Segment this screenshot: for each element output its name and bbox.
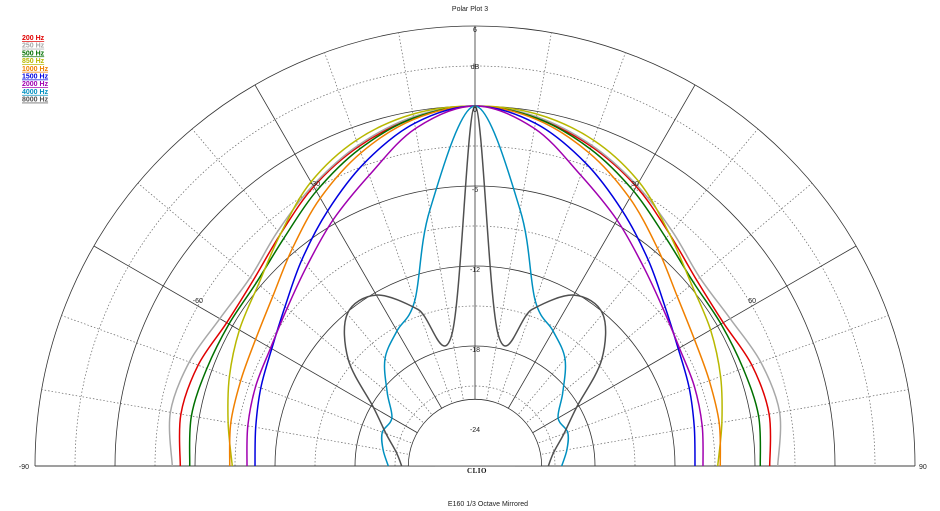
grid-spoke-minor	[61, 315, 438, 453]
response-curves	[168, 105, 782, 467]
legend-entry: 1000 Hz	[22, 66, 49, 73]
grid-spoke-minor	[324, 52, 462, 429]
angle-tick-label: -60	[193, 298, 203, 305]
legend-entry: 8000 Hz	[22, 97, 49, 104]
angle-tick-label: 60	[748, 298, 756, 305]
series-curve	[343, 105, 607, 467]
grid-spoke-minor	[137, 182, 445, 441]
grid-spoke-minor	[41, 389, 436, 460]
radial-tick-label: -12	[470, 267, 480, 274]
clio-logo-text: CLIO	[467, 467, 487, 475]
legend-entry: 2000 Hz	[22, 81, 49, 88]
grid-ring-minor	[394, 385, 556, 467]
grid-spoke-major	[254, 84, 456, 432]
chart-subtitle: E160 1/3 Octave Mirrored	[448, 501, 528, 508]
legend-entry: 200 Hz	[22, 35, 45, 42]
radial-tick-label: -24	[470, 427, 480, 434]
grid-spoke-minor	[505, 182, 813, 441]
grid-spoke-minor	[512, 315, 889, 453]
grid-spoke-minor	[481, 32, 552, 427]
radial-tick-label: dB	[471, 64, 480, 71]
grid-spoke-minor	[488, 52, 626, 429]
grid-ring-minor	[154, 145, 796, 467]
grid-spoke-minor	[500, 128, 759, 436]
grid-spoke-minor	[398, 32, 469, 427]
angle-tick-label: -30	[310, 181, 320, 188]
chart-title: Polar Plot 3	[452, 6, 488, 13]
angle-tick-label: -90	[19, 464, 29, 471]
radial-tick-label: -6	[472, 187, 478, 194]
legend-entry: 1500 Hz	[22, 74, 49, 81]
angle-tick-label: 90	[919, 464, 927, 471]
axis-labels: 6 dB 0 -6 -12 -18 -24 -90 -60 -30 30 60 90	[19, 27, 927, 471]
grid-ring-minor	[74, 65, 876, 467]
grid-spoke-minor	[514, 389, 909, 460]
radial-tick-label: -18	[470, 347, 480, 354]
legend-entry: 850 Hz	[22, 58, 45, 65]
grid-spoke-major	[93, 245, 441, 447]
radial-tick-label: 0	[473, 107, 477, 114]
legend-entry: 250 Hz	[22, 43, 45, 50]
grid-center-hub	[407, 399, 543, 467]
legend-entry: 4000 Hz	[22, 89, 49, 96]
grid-spoke-minor	[191, 128, 450, 436]
grid-spoke-major	[509, 245, 857, 447]
polar-grid	[34, 25, 916, 467]
angle-tick-label: 30	[631, 181, 639, 188]
radial-tick-label: 6	[473, 27, 477, 34]
legend-entry: 500 Hz	[22, 50, 45, 57]
grid-spoke-major	[494, 84, 696, 432]
